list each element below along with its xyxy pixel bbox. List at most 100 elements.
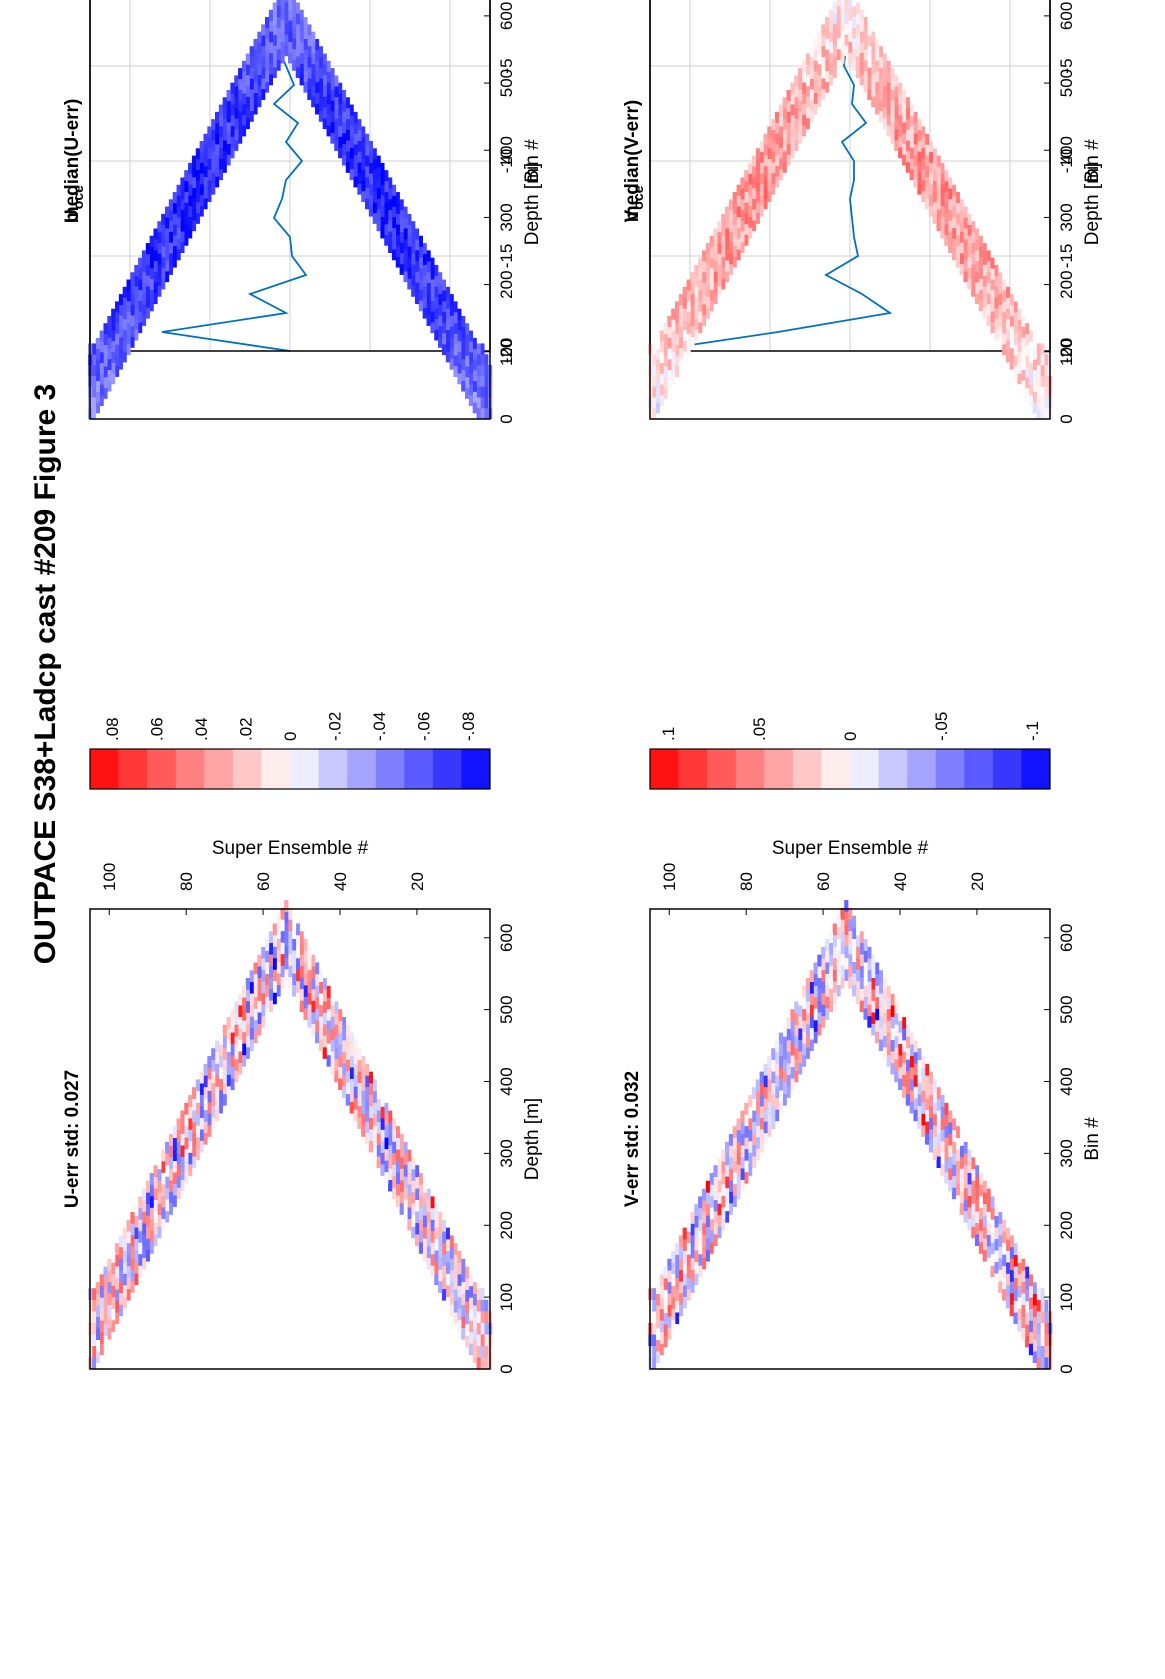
v_oce-cell [940, 227, 945, 239]
v_err-cell [851, 938, 857, 951]
v_oce-cell [790, 82, 795, 94]
u_oce-cell [407, 224, 412, 236]
u_err-cell [341, 1086, 347, 1098]
v_err-cell [786, 1040, 791, 1052]
v_err-cell [728, 1145, 733, 1158]
u_oce-cell [449, 358, 454, 370]
u_oce-cell [272, 45, 277, 57]
v_err-cell [886, 1020, 891, 1033]
v_oce-cell [767, 137, 772, 149]
u_oce-cell [480, 386, 485, 398]
v_err-cell [798, 1051, 803, 1063]
u_oce-cell [103, 334, 108, 346]
u_oce-cell [307, 35, 312, 47]
v_oce-cell [975, 292, 980, 305]
v_oce-cell [794, 86, 799, 98]
v_oce-cell [890, 68, 895, 80]
u_err-xtick-3: 80 [177, 872, 196, 891]
u_oce-cell [226, 132, 231, 145]
u_oce-cell [380, 205, 385, 217]
v_oce-cell [763, 165, 768, 178]
u_err-cell [257, 1012, 262, 1024]
v_err-cell [875, 1008, 880, 1021]
u_err-cell [234, 1047, 239, 1060]
v_err-cell [925, 1121, 930, 1134]
v_oce-cell [667, 348, 672, 360]
v_err-cell [682, 1239, 687, 1251]
u_oce-cell [434, 286, 439, 298]
v_err-cell [678, 1292, 683, 1305]
v_oce-cell [967, 246, 972, 258]
u_oce-cell [134, 329, 139, 341]
v_oce-cell [790, 136, 795, 148]
u_err-cell [422, 1192, 427, 1205]
u_err-cell [268, 965, 273, 978]
v_err-cell [994, 1250, 999, 1263]
u_oce-cell [449, 315, 454, 327]
u_oce-cell [480, 343, 485, 355]
v_err-cell [828, 942, 833, 955]
u_err-cell [303, 939, 308, 951]
u_oce-cell [365, 187, 370, 199]
v_err-cell [732, 1195, 737, 1208]
v_oce-cell [694, 329, 699, 341]
u_err-cell [345, 1082, 350, 1095]
v_oce-cell [805, 107, 810, 119]
u_oce-cell [268, 74, 273, 86]
u_err-cell [407, 1195, 412, 1208]
u_err-cell [261, 981, 266, 994]
v_oce-cell [913, 133, 918, 145]
u_err-cell [449, 1258, 454, 1271]
u_err-cell [161, 1161, 166, 1173]
u_err-cell [365, 1098, 370, 1111]
v_err-cell [971, 1157, 976, 1170]
v_oce-cell [801, 114, 807, 126]
u_oce-cell [111, 362, 116, 374]
v_oce-cell [744, 170, 749, 182]
v_err-ylabel: Bin # [1082, 1117, 1103, 1161]
v_oce-cell [671, 330, 676, 342]
v_err-cell [1032, 1339, 1037, 1352]
v_err-cell [813, 1008, 818, 1021]
u_oce-cell [365, 155, 370, 167]
u_err-cell [184, 1137, 189, 1150]
u_oce-cell [157, 221, 162, 233]
v_err-cell [925, 1086, 930, 1099]
v_oce-cell [905, 161, 910, 173]
u_err-cell [203, 1063, 208, 1076]
v_err-cell [1044, 1299, 1049, 1312]
u_oce-cell [407, 246, 412, 258]
u_oce-cell [461, 348, 466, 360]
v_err-ytick-6: 600 [1057, 924, 1076, 952]
v_oce-cell [725, 217, 730, 229]
u_err-cell [415, 1199, 420, 1212]
v_oce-cell [1025, 377, 1030, 389]
v_err-cell [798, 1005, 803, 1017]
v_oce-cell [1013, 365, 1018, 377]
u_oce-cell [415, 271, 420, 283]
v_oce-cell [775, 122, 780, 134]
v_oce-cell [651, 375, 657, 387]
u_err-cell [257, 977, 262, 990]
u_err-cell [326, 1020, 331, 1033]
u_oce-cell [153, 282, 158, 294]
u_err-colorbar-step [204, 749, 234, 789]
u_err-cell [118, 1246, 123, 1259]
v_oce-cell [982, 275, 987, 287]
v_err-cell [928, 1094, 933, 1107]
u_oce-cell [257, 42, 262, 54]
u_err-cell [291, 950, 297, 962]
v_err-cell [901, 1017, 907, 1029]
u_oce-cell [103, 355, 108, 367]
v_oce-cell [782, 118, 787, 130]
v_oce-cell [651, 397, 657, 409]
u_oce-cell [265, 27, 270, 39]
u_err-cell [241, 1043, 247, 1056]
u_oce-cell [338, 104, 343, 116]
v_err-cell [921, 1056, 926, 1068]
u_err-colorbar-tick-8: -.08 [459, 712, 478, 741]
v_err-cell [855, 969, 860, 982]
u_oce-cell [330, 111, 335, 123]
v_err-cell [975, 1188, 980, 1201]
v_err-cell [790, 1066, 795, 1079]
